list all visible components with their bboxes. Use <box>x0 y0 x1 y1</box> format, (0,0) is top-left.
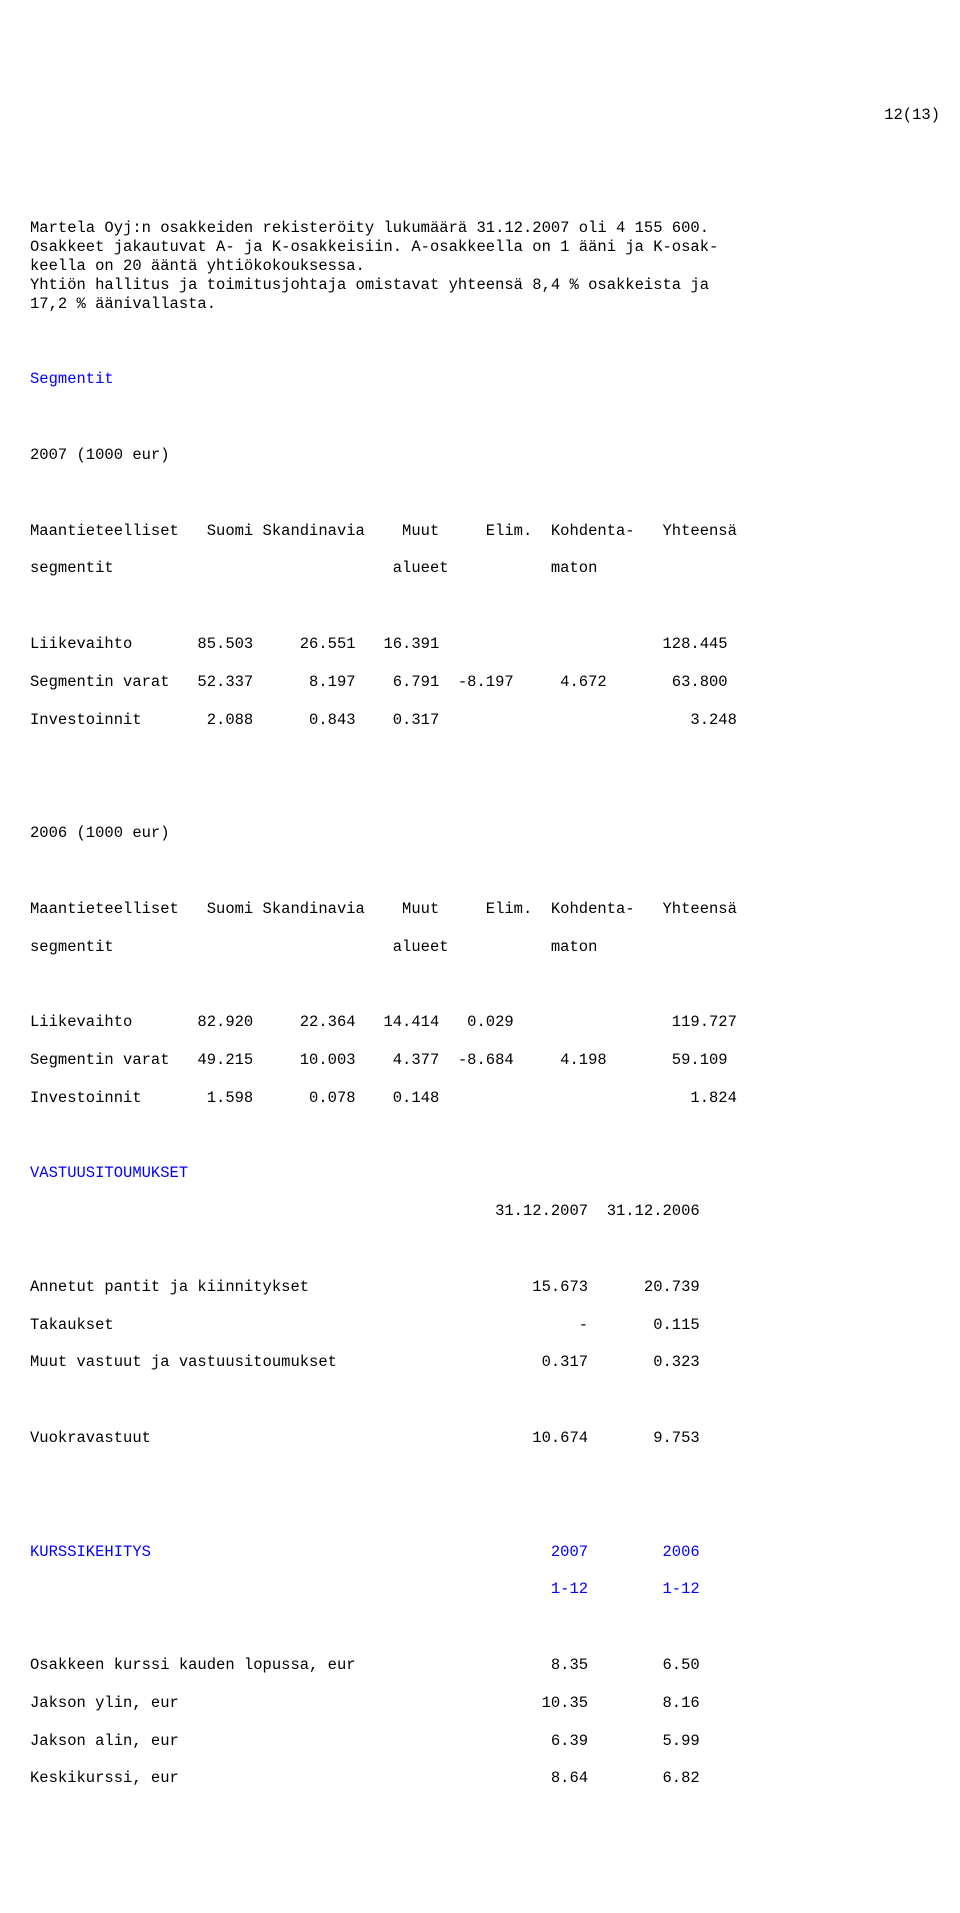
blank-line <box>30 1505 940 1524</box>
blank-line <box>30 975 940 994</box>
kurssikehitys-header-1: KURSSIKEHITYS 2007 2006 <box>30 1543 940 1562</box>
blank-line <box>30 1240 940 1259</box>
paragraph-shares: Martela Oyj:n osakkeiden rekisteröity lu… <box>30 219 940 314</box>
vastuu-row-vuokra: Vuokravastuut 10.674 9.753 <box>30 1429 940 1448</box>
page-number: 12(13) <box>30 106 940 125</box>
blank-line <box>30 1391 940 1410</box>
blank-line <box>30 1618 940 1637</box>
segmentit-heading: Segmentit <box>30 370 940 389</box>
blank-line <box>30 181 940 200</box>
table-header-2b: segmentit alueet maton <box>30 938 940 957</box>
blank-line <box>30 597 940 616</box>
blank-line <box>30 786 940 805</box>
blank-line <box>30 1467 940 1486</box>
kurssi-row-alin: Jakson alin, eur 6.39 5.99 <box>30 1732 940 1751</box>
t2007-row-segmentin-varat: Segmentin varat 52.337 8.197 6.791 -8.19… <box>30 673 940 692</box>
blank-line <box>30 143 940 162</box>
blank-line <box>30 1127 940 1146</box>
t2007-row-liikevaihto: Liikevaihto 85.503 26.551 16.391 128.445 <box>30 635 940 654</box>
table-header-1: Maantieteelliset Suomi Skandinavia Muut … <box>30 522 940 541</box>
vastuusitoumukset-heading: VASTUUSITOUMUKSET <box>30 1164 940 1183</box>
table-header-2: segmentit alueet maton <box>30 559 940 578</box>
t2007-row-investoinnit: Investoinnit 2.088 0.843 0.317 3.248 <box>30 711 940 730</box>
year-2006-label: 2006 (1000 eur) <box>30 824 940 843</box>
blank-line <box>30 333 940 352</box>
vastuu-row-takaukset: Takaukset - 0.115 <box>30 1316 940 1335</box>
blank-line <box>30 408 940 427</box>
vastuu-row-pantit: Annetut pantit ja kiinnitykset 15.673 20… <box>30 1278 940 1297</box>
kurssi-row-lopussa: Osakkeen kurssi kauden lopussa, eur 8.35… <box>30 1656 940 1675</box>
t2006-row-liikevaihto: Liikevaihto 82.920 22.364 14.414 0.029 1… <box>30 1013 940 1032</box>
blank-line <box>30 748 940 767</box>
vastuu-row-muut: Muut vastuut ja vastuusitoumukset 0.317 … <box>30 1353 940 1372</box>
t2006-row-investoinnit: Investoinnit 1.598 0.078 0.148 1.824 <box>30 1089 940 1108</box>
table-header-1b: Maantieteelliset Suomi Skandinavia Muut … <box>30 900 940 919</box>
kurssi-row-keskikurssi: Keskikurssi, eur 8.64 6.82 <box>30 1769 940 1788</box>
kurssikehitys-header-2: 1-12 1-12 <box>30 1580 940 1599</box>
kurssi-row-ylin: Jakson ylin, eur 10.35 8.16 <box>30 1694 940 1713</box>
blank-line <box>30 862 940 881</box>
year-2007-label: 2007 (1000 eur) <box>30 446 940 465</box>
vastuu-dates: 31.12.2007 31.12.2006 <box>30 1202 940 1221</box>
t2006-row-segmentin-varat: Segmentin varat 49.215 10.003 4.377 -8.6… <box>30 1051 940 1070</box>
blank-line <box>30 484 940 503</box>
